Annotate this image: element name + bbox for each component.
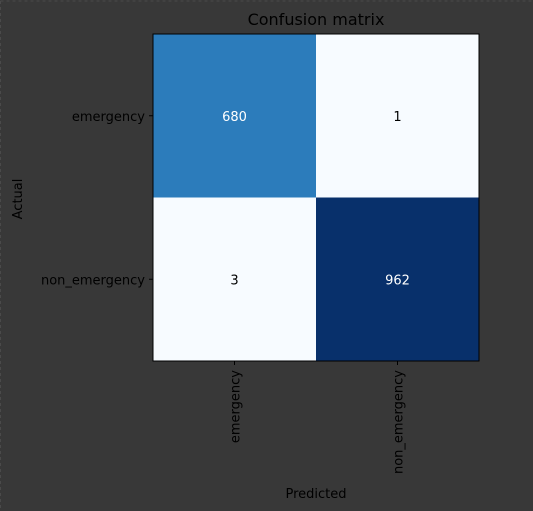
axis-ticks: emergency non_emergency emergency non_emerg…: [41, 110, 407, 474]
x-tick-label-emergency: emergency: [229, 370, 244, 443]
y-tick-label-non_emergency: non_emergency: [41, 273, 145, 288]
heatmap-cell-0-0: [153, 34, 316, 198]
plot-frame: [152, 33, 480, 362]
x-axis-label: Predicted: [285, 487, 346, 502]
heatmap-cell-0-1: [316, 34, 479, 198]
y-tick-label-emergency: emergency: [72, 110, 145, 125]
heatmap-cell-1-1: [316, 197, 479, 361]
cell-value-label-1-0: 3: [230, 273, 238, 288]
cell-value-label-0-1: 1: [393, 110, 401, 125]
cell-value-label-0-0: 680: [222, 110, 247, 125]
y-axis-label: Actual: [11, 179, 26, 220]
x-tick-label-non_emergency: non_emergency: [392, 370, 407, 474]
chart-title: Confusion matrix: [248, 10, 385, 29]
cell-value-label-1-1: 962: [385, 273, 410, 288]
heatmap-cells: 680 1 3 962: [153, 34, 479, 361]
heatmap-cell-1-0: [153, 197, 316, 361]
